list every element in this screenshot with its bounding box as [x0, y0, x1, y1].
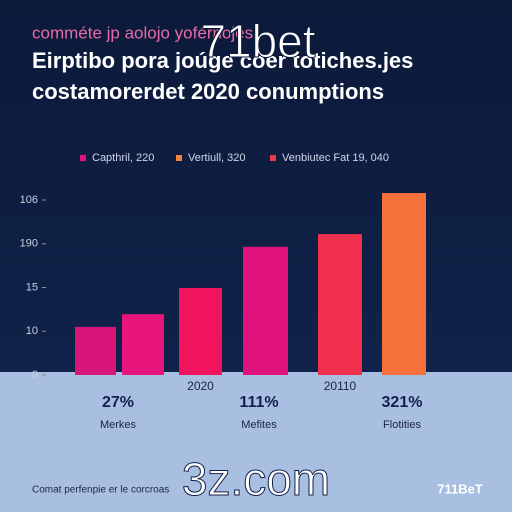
chart-title: Eirptibo pora joúge coer totiches.jes	[32, 48, 413, 73]
brand: 711BeT	[437, 481, 483, 496]
stat-label: Mefites	[241, 419, 277, 431]
bar	[382, 193, 426, 375]
watermark: 71bet	[200, 15, 315, 67]
bar	[243, 246, 288, 375]
legend-swatch	[80, 155, 86, 161]
legend-label: Capthril, 220	[92, 152, 154, 164]
stat-value: 321%	[382, 394, 423, 411]
light-panel	[0, 372, 512, 512]
stat-value: 27%	[102, 394, 134, 411]
overline: comméte jp aolojo yoférnojes	[32, 23, 253, 42]
stat-label: Merkes	[100, 419, 137, 431]
y-tick-label: 190	[20, 238, 38, 250]
watermark: 3z.com	[182, 453, 330, 505]
bar	[122, 314, 164, 375]
y-tick-label: 15	[26, 281, 38, 293]
x-tick-label: 2020	[187, 379, 214, 393]
y-tick-label: 10	[26, 325, 38, 337]
legend-label: Vertiull, 320	[188, 152, 245, 164]
x-tick-label: 20110	[324, 379, 357, 393]
y-tick-label: 0	[32, 369, 38, 381]
legend-swatch	[176, 155, 182, 161]
bar	[318, 234, 362, 375]
bar	[75, 326, 116, 375]
legend-swatch	[270, 155, 276, 161]
footer: Comat perfenpie er le corcroas	[32, 485, 169, 496]
y-tick-label: 106	[20, 194, 38, 206]
stat-label: Flotities	[383, 419, 421, 431]
stat-value: 111%	[239, 394, 278, 411]
chart-subtitle: costamorerdet 2020 conumptions	[32, 79, 384, 104]
legend-label: Venbiutec Fat 19, 040	[282, 152, 389, 164]
bar	[179, 287, 222, 375]
